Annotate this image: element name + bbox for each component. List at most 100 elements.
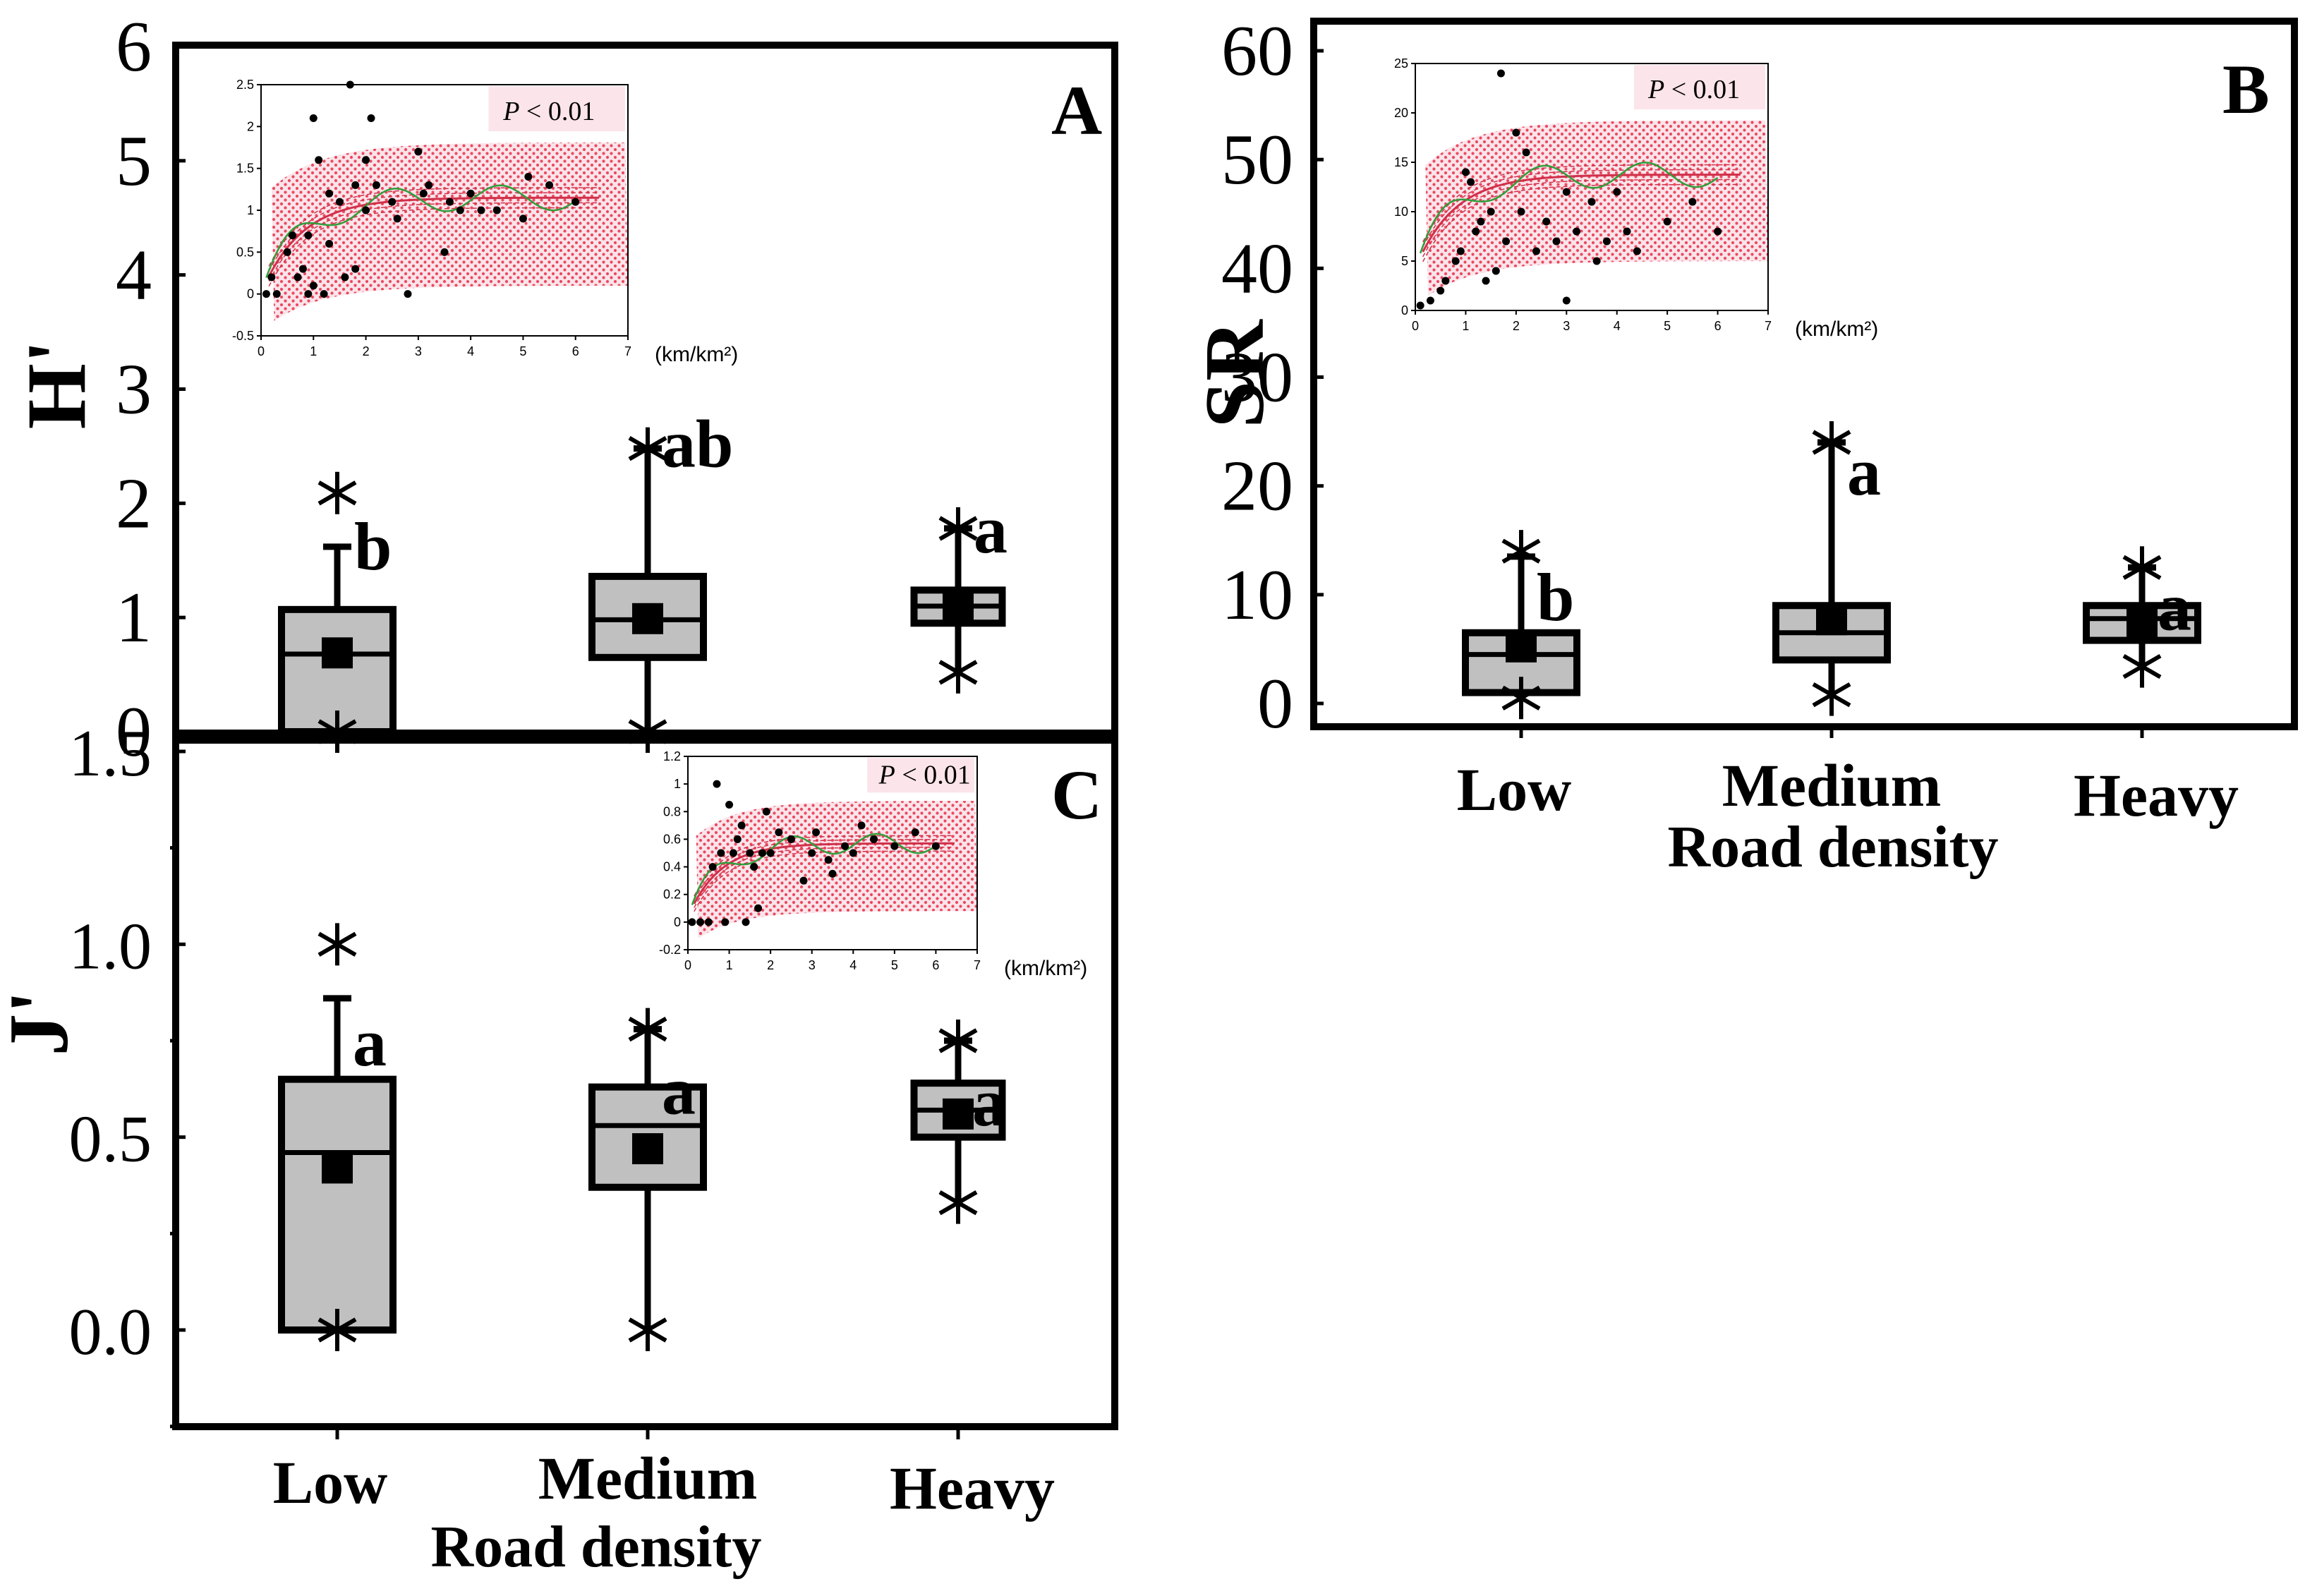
inset-data-point <box>1451 257 1460 265</box>
fit-ci-curve <box>268 187 600 267</box>
inset-data-point <box>1602 237 1611 246</box>
inset-data-point <box>717 849 725 857</box>
y-tick-label: 10 <box>1221 555 1293 635</box>
inset-data-point <box>1522 148 1530 157</box>
y-tick-label: 0.0 <box>69 1295 152 1369</box>
min-marker <box>317 1309 357 1351</box>
inset-x-tick-label: 4 <box>1614 319 1621 333</box>
inset-data-point <box>857 821 866 830</box>
inset-y-tick-label: 20 <box>1394 106 1408 120</box>
inset-data-point <box>1492 267 1500 275</box>
max-marker <box>2122 546 2162 589</box>
max-marker-stroke <box>1812 430 1851 455</box>
inset-y-tick-label: 2.5 <box>236 78 254 92</box>
inset-data-point <box>1562 188 1571 196</box>
inset-data-point <box>367 114 375 122</box>
inset-data-point <box>1623 227 1631 236</box>
panel-c: 0.00.51.01.5 J' C aa a 0 1 2 3 4 5 6 7-0.200.20.… <box>0 717 1118 1580</box>
panel-a: 0 1 2 3 4 5 6 H' A b ab a 0 1 2 3 4 5 6 7 -0.5 0 0.5 1 1.5 2 2… <box>9 7 1118 772</box>
inset-data-point <box>1562 296 1571 305</box>
max-marker <box>938 1020 978 1062</box>
y-tick-label: 1.0 <box>69 909 152 983</box>
box-low: a <box>278 923 397 1351</box>
category-label: Medium <box>538 1444 758 1512</box>
y-tick-label: 0.5 <box>69 1103 152 1176</box>
min-marker <box>1501 677 1541 720</box>
inset-data-point <box>849 849 857 857</box>
y-tick-label: 0 <box>116 692 152 772</box>
inset-data-point <box>762 807 770 816</box>
inset-y-tick-label: 0.6 <box>663 832 681 846</box>
inset-data-point <box>388 198 397 206</box>
inset-data-point <box>746 849 754 857</box>
panel-a-ylabel: H' <box>9 340 103 430</box>
inset-data-point <box>477 206 485 214</box>
inset-p-value: P < 0.01 <box>502 97 595 126</box>
box-heavy: a <box>910 492 1008 694</box>
inset-x-tick-label: 4 <box>849 958 857 972</box>
p-value-highlight <box>867 758 974 793</box>
smooth-curve <box>265 184 576 279</box>
inset-data-point <box>335 198 344 206</box>
inset-data-point <box>351 265 360 273</box>
inset-y-tick-label: 0.2 <box>663 888 681 902</box>
inset-data-point <box>688 918 696 926</box>
inset-data-point <box>1613 188 1621 196</box>
inset-data-point <box>1496 69 1505 78</box>
p-threshold: < 0.01 <box>1664 75 1740 104</box>
panel-a-boxes: b ab a <box>278 406 1008 753</box>
inset-data-point <box>754 904 763 912</box>
inset-y-tick-label: 5 <box>1401 254 1408 268</box>
panel-a-letter: A <box>1051 71 1102 150</box>
inset-data-point <box>294 273 302 282</box>
y-tick-label: 2 <box>116 464 152 543</box>
y-tick-label: 20 <box>1221 447 1293 526</box>
mean-marker <box>2127 608 2158 640</box>
inset-data-point <box>824 856 833 864</box>
inset-x-tick-label: 1 <box>726 958 733 972</box>
max-marker <box>317 923 357 966</box>
box-medium: ab <box>588 406 733 753</box>
min-marker <box>938 651 978 694</box>
inset-data-point <box>351 181 360 189</box>
inset-data-point <box>325 239 334 248</box>
inset-data-point <box>545 181 554 189</box>
inset-x-tick-label: 0 <box>684 958 691 972</box>
inset-data-point <box>787 835 795 843</box>
inset-data-point <box>440 248 449 256</box>
inset-data-point <box>341 273 349 282</box>
mean-marker <box>943 1098 974 1130</box>
min-marker-stroke <box>317 1317 357 1343</box>
inset-p-value: P < 0.01 <box>878 760 971 790</box>
fit-ci-curve <box>1422 183 1741 262</box>
inset-data-point <box>372 181 380 189</box>
inset-data-point <box>466 189 475 198</box>
min-marker <box>938 1181 978 1224</box>
mean-marker <box>322 637 353 669</box>
inset-x-tick-label: 5 <box>1664 319 1671 333</box>
inset-y-tick-label: 1 <box>247 203 254 217</box>
fit-ci-curve <box>1422 169 1741 248</box>
inset-data-point <box>713 780 721 788</box>
significance-letter: ab <box>662 406 733 482</box>
inset-data-point <box>1441 277 1450 285</box>
inset-data-point <box>775 828 783 837</box>
inset-y-tick-label: 1 <box>674 777 681 791</box>
max-marker-stroke <box>938 1028 978 1053</box>
max-marker <box>628 1008 667 1051</box>
fit-ci-curve <box>694 839 955 900</box>
inset-data-point <box>414 147 423 156</box>
y-tick-label: 0 <box>1257 664 1293 744</box>
inset-x-tick-label: 5 <box>891 958 898 972</box>
inset-data-point <box>456 206 464 214</box>
inset-data-point <box>766 849 775 857</box>
significance-letter: a <box>972 1065 1006 1140</box>
panel-a-y-axis: 0 1 2 3 4 5 6 <box>116 7 186 772</box>
inset-data-point <box>362 156 370 164</box>
panel-c-category-labels: Low Medium Heavy <box>273 1427 1055 1522</box>
max-marker <box>317 471 357 514</box>
min-marker <box>2122 645 2162 688</box>
inset-y-tick-label: 10 <box>1394 205 1408 219</box>
smooth-curve <box>691 833 937 905</box>
